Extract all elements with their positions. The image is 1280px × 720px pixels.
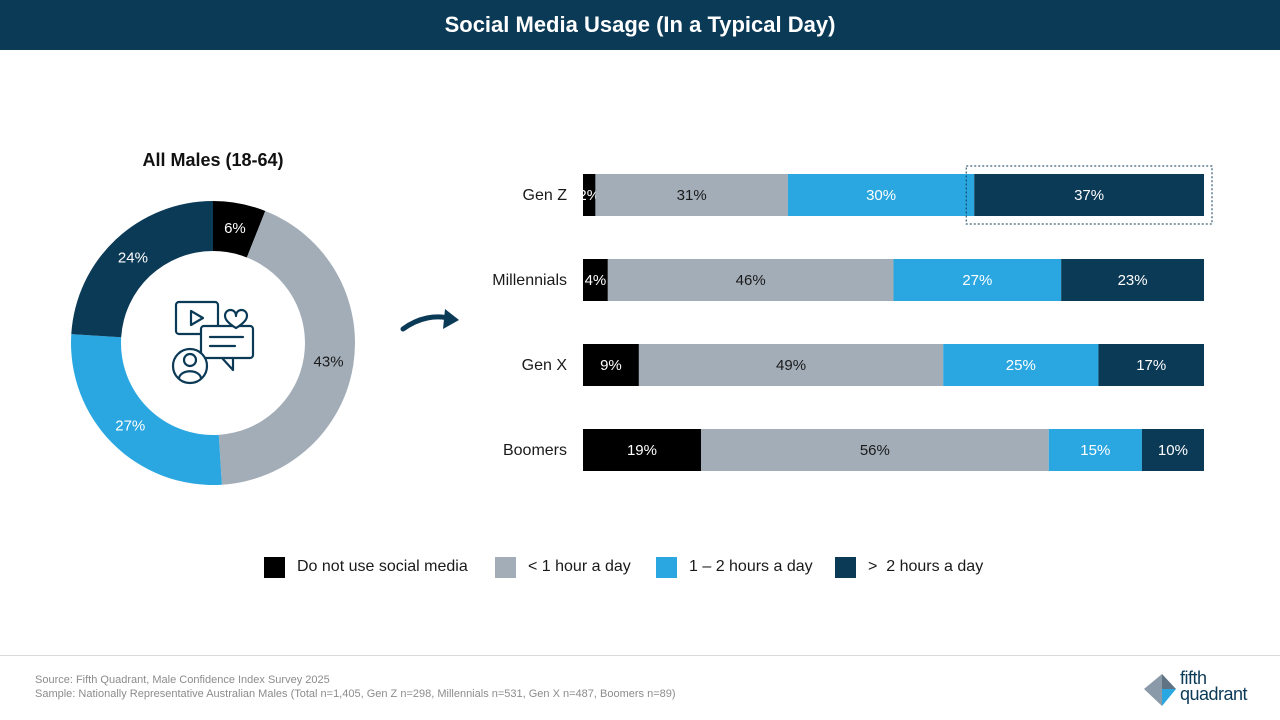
bar-label-lt1: 31%	[677, 187, 707, 204]
legend: Do not use social media < 1 hour a day 1…	[0, 555, 1280, 579]
bar-label-gt2: 17%	[1136, 357, 1166, 374]
legend-item-lt1: < 1 hour a day	[495, 555, 631, 579]
bar-segment-gt2	[1061, 259, 1204, 301]
donut-slice-gt2	[71, 201, 213, 338]
bar-label-lt1: 46%	[736, 272, 766, 289]
charts-canvas: 6% 43% 27% 24% Gen Z 2% 31% 30% 37% Millennials 4…	[71, 165, 1213, 485]
bar-label-one-two: 30%	[866, 187, 896, 204]
category-label-millennials: Millennials	[492, 272, 567, 289]
legend-item-none: Do not use social media	[264, 555, 468, 579]
bar-segment-lt1	[638, 344, 944, 386]
bar-label-none: 19%	[627, 442, 657, 459]
category-label-boomers: Boomers	[503, 442, 567, 459]
fifth-quadrant-logo: fifth quadrant	[1142, 668, 1272, 710]
legend-item-gt2: > 2 hours a day	[835, 555, 983, 579]
stacked-bar-chart: Gen Z 2% 31% 30% 37% Millennials 4% 46% 27% 23% Ge…	[492, 165, 1213, 471]
bar-segment-one-two	[943, 344, 1099, 386]
category-label-gen-z: Gen Z	[523, 187, 568, 204]
bar-label-gt2: 23%	[1118, 272, 1148, 289]
bar-label-none: 2%	[578, 187, 600, 204]
legend-label-none: Do not use social media	[297, 558, 468, 575]
legend-swatch-lt1	[495, 556, 516, 578]
footer-divider	[0, 655, 1280, 656]
logo-text-line2: quadrant	[1180, 684, 1248, 704]
bar-segment-lt1	[595, 174, 788, 216]
bar-label-gt2: 10%	[1158, 442, 1188, 459]
category-label-gen-x: Gen X	[522, 357, 568, 374]
donut-label-gt2: 24%	[118, 250, 148, 267]
legend-label-lt1: < 1 hour a day	[528, 558, 631, 575]
bar-label-gt2: 37%	[1074, 187, 1104, 204]
bar-label-none: 9%	[600, 357, 622, 374]
donut-label-none: 6%	[224, 220, 246, 237]
bar-label-none: 4%	[585, 272, 607, 289]
legend-label-one-two: 1 – 2 hours a day	[689, 558, 813, 575]
bar-label-one-two: 25%	[1006, 357, 1036, 374]
bar-segment-one-two	[893, 259, 1062, 301]
legend-label-gt2: > 2 hours a day	[868, 558, 984, 575]
logo-text-line1: fifth	[1180, 668, 1207, 688]
logo-text: fifth quadrant	[1180, 668, 1248, 704]
source-note: Source: Fifth Quadrant, Male Confidence …	[35, 673, 676, 701]
bar-segment-none	[583, 344, 639, 386]
donut-slice-lt1	[218, 210, 355, 485]
bar-label-lt1: 56%	[860, 442, 890, 459]
bar-label-one-two: 15%	[1080, 442, 1110, 459]
social-media-icon	[171, 300, 255, 385]
donut-slice-none	[213, 201, 266, 258]
bar-segment-lt1	[700, 429, 1049, 471]
page-title: Social Media Usage (In a Typical Day)	[444, 12, 836, 37]
bar-label-lt1: 49%	[776, 357, 806, 374]
header-bar: Social Media Usage (In a Typical Day)	[0, 0, 1280, 50]
bar-segment-none	[583, 174, 596, 216]
bar-label-one-two: 27%	[962, 272, 992, 289]
donut-chart-title: All Males (18-64)	[142, 150, 284, 170]
bar-segment-none	[583, 259, 608, 301]
arrow-head-icon	[443, 309, 459, 329]
legend-swatch-gt2	[835, 556, 856, 578]
bar-segment-lt1	[607, 259, 894, 301]
source-line: Source: Fifth Quadrant, Male Confidence …	[35, 674, 330, 686]
donut-label-lt1: 43%	[314, 353, 344, 370]
bar-segment-gt2	[974, 174, 1204, 216]
logo-mark-icon	[1144, 674, 1176, 706]
bar-segment-gt2	[1098, 344, 1204, 386]
bar-segment-gt2	[1141, 429, 1204, 471]
legend-swatch-one-two	[656, 556, 677, 578]
donut-label-one-two: 27%	[115, 418, 145, 435]
legend-swatch-none	[264, 556, 285, 578]
bar-segment-none	[583, 429, 701, 471]
sample-line: Sample: Nationally Representative Austra…	[35, 688, 676, 700]
bar-segment-one-two	[787, 174, 975, 216]
donut-chart: 6% 43% 27% 24%	[71, 201, 355, 485]
bar-segment-one-two	[1048, 429, 1142, 471]
legend-item-one-two: 1 – 2 hours a day	[656, 555, 813, 579]
donut-slice-one-two	[71, 334, 222, 485]
